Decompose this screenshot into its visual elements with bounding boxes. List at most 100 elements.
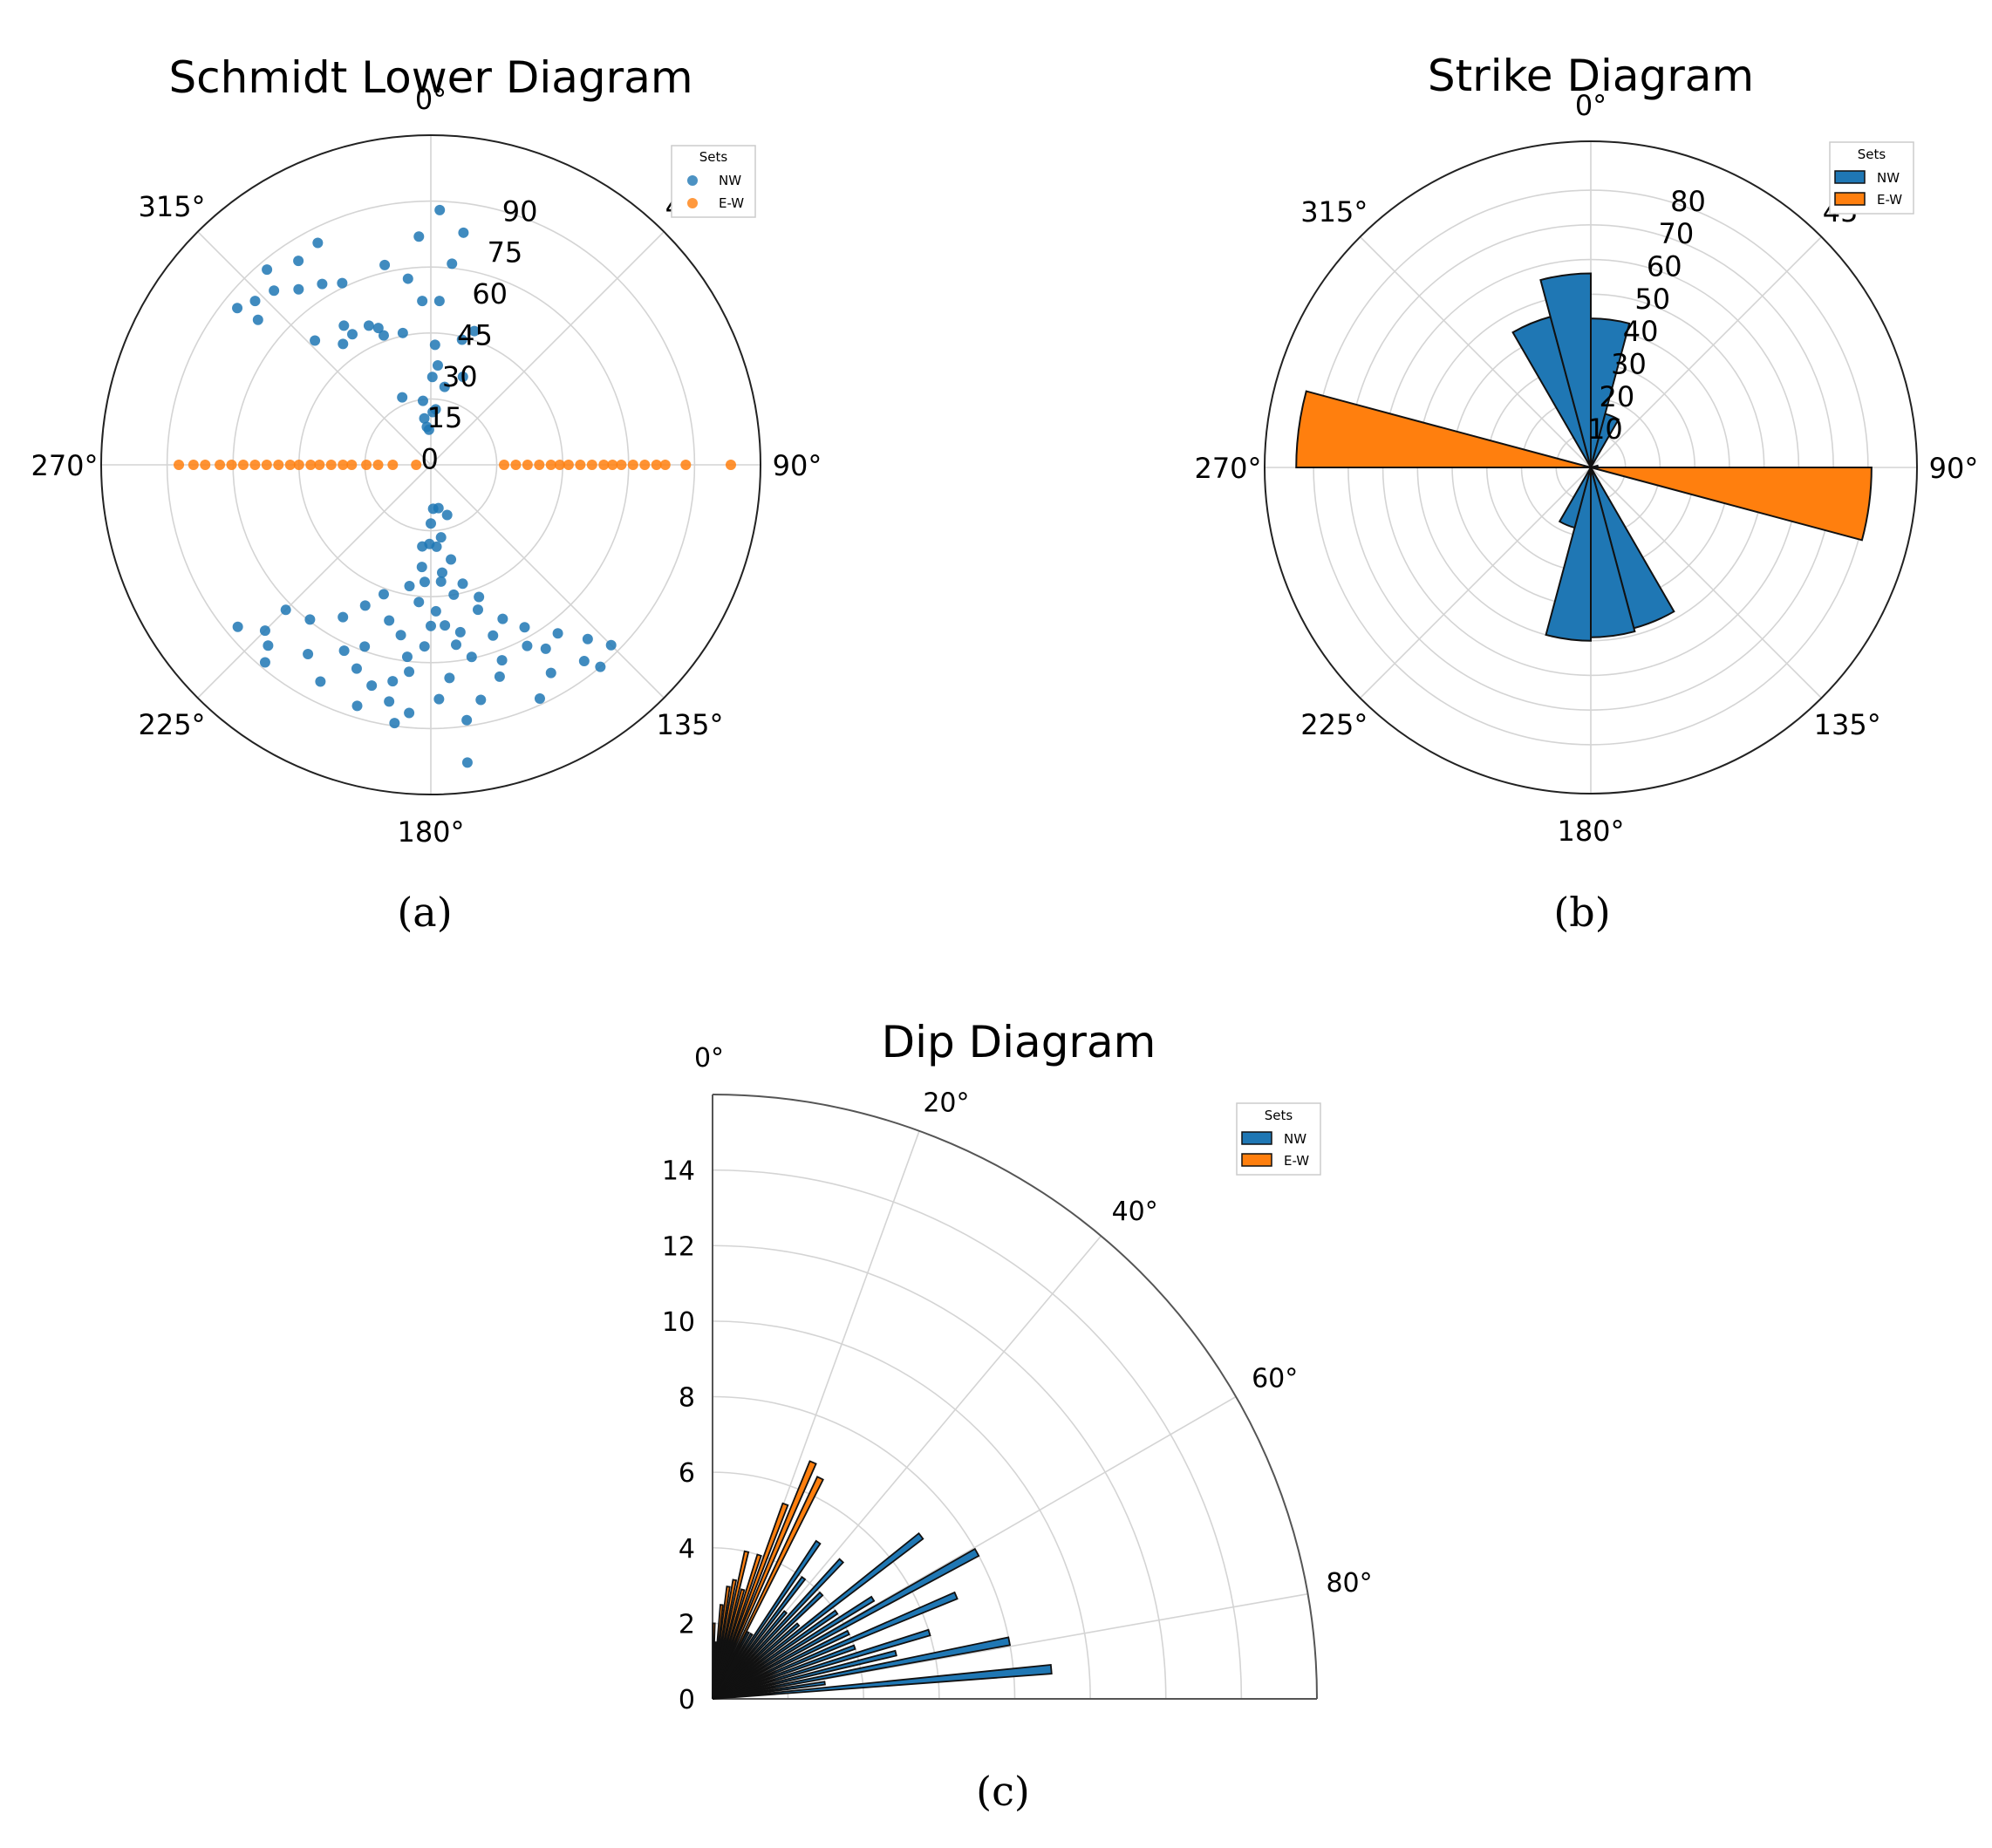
radial-tick-label: 20 <box>1600 380 1635 413</box>
legend-marker-ew <box>687 198 698 208</box>
scatter-point-ew <box>616 460 627 470</box>
scatter-point-ew <box>607 460 618 470</box>
radial-tick-label: 40 <box>1623 315 1659 348</box>
angle-tick-label: 135° <box>1814 708 1881 741</box>
scatter-point-nw <box>447 258 458 269</box>
scatter-point-nw <box>338 320 350 331</box>
grid-spoke <box>1590 235 1823 468</box>
legend-patch-nw <box>1834 170 1866 184</box>
scatter-point-ew <box>387 460 399 470</box>
dip-bar-nw <box>712 1591 958 1700</box>
scatter-point-nw <box>404 580 415 591</box>
panel-b-legend[interactable]: Sets NW E-W <box>1829 141 1914 215</box>
radial-tick-label: 0 <box>679 1685 695 1715</box>
angle-tick-label: 135° <box>656 708 723 741</box>
legend-label-nw: NW <box>1284 1131 1306 1147</box>
scatter-point-nw <box>389 718 400 729</box>
scatter-point-nw <box>419 413 430 424</box>
scatter-point-nw <box>379 259 391 270</box>
scatter-point-ew <box>293 460 304 470</box>
dip-bar-nw <box>712 1539 822 1700</box>
scatter-point-nw <box>338 611 349 623</box>
legend-label-nw: NW <box>1877 170 1900 186</box>
scatter-point-nw <box>312 237 324 249</box>
scatter-point-nw <box>432 360 443 372</box>
dip-bar-nw <box>712 1591 824 1700</box>
scatter-point-nw <box>439 381 450 392</box>
scatter-point-nw <box>384 696 395 707</box>
scatter-point-nw <box>441 509 453 521</box>
scatter-point-ew <box>534 460 545 470</box>
scatter-point-ew <box>627 460 638 470</box>
scatter-point-nw <box>351 663 362 674</box>
scatter-point-ew <box>249 460 261 470</box>
scatter-point-nw <box>446 554 457 565</box>
radial-tick-label: 10 <box>662 1307 695 1338</box>
scatter-point-ew <box>586 460 597 470</box>
scatter-point-nw <box>347 329 358 340</box>
grid-ring <box>712 1471 940 1700</box>
panel-c-legend[interactable]: Sets NW E-W <box>1236 1102 1321 1176</box>
radial-tick-label: 6 <box>679 1458 695 1489</box>
scatter-point-ew <box>598 460 610 470</box>
scatter-point-nw <box>461 714 473 726</box>
scatter-point-nw <box>378 330 389 341</box>
scatter-point-ew <box>261 460 272 470</box>
scatter-point-nw <box>269 285 280 297</box>
panel-c-title: Dip Diagram <box>882 1017 1156 1067</box>
legend-title: Sets <box>1858 147 1886 162</box>
scatter-point-nw <box>435 576 447 587</box>
scatter-point-nw <box>293 283 304 295</box>
radial-tick-label: 75 <box>488 236 523 269</box>
angle-tick-label: 90° <box>1929 452 1979 485</box>
radial-tick-label: 14 <box>662 1156 695 1187</box>
scatter-point-nw <box>496 655 508 666</box>
scatter-point-nw <box>252 314 263 325</box>
scatter-point-nw <box>426 620 436 631</box>
scatter-point-nw <box>457 371 468 382</box>
panel-a-title: Schmidt Lower Diagram <box>168 52 692 103</box>
scatter-point-ew <box>284 460 296 470</box>
scatter-point-ew <box>499 460 509 470</box>
scatter-point-ew <box>554 460 565 470</box>
scatter-point-ew <box>215 460 226 470</box>
legend-label-ew: E-W <box>719 195 744 211</box>
panel-c: Dip Diagram 0 2 4 6 8 10 12 14 0° 20° 40° 60° 80° Se… <box>662 1017 1373 1715</box>
scatter-point-ew <box>563 460 574 470</box>
legend-title: Sets <box>699 149 728 165</box>
rose-bar-nw <box>1558 467 1592 529</box>
scatter-point-nw <box>395 630 406 641</box>
dip-bar-nw <box>712 1632 754 1700</box>
angle-tick-label: 20° <box>923 1088 969 1118</box>
grid-spoke <box>197 231 432 466</box>
dip-bar-nw <box>712 1629 850 1700</box>
grid-spoke <box>197 464 432 699</box>
scatter-point-ew <box>575 460 586 470</box>
scatter-point-nw <box>494 671 505 682</box>
caption-c: (c) <box>976 1768 1030 1815</box>
scatter-point-nw <box>522 640 533 651</box>
scatter-point-nw <box>378 589 389 600</box>
legend-patch-nw <box>1241 1131 1272 1145</box>
dip-bar-ew <box>712 1460 817 1700</box>
scatter-point-ew <box>361 460 372 470</box>
scatter-point-ew <box>372 460 384 470</box>
angle-tick-label: 225° <box>1300 708 1368 741</box>
scatter-point-nw <box>488 630 499 641</box>
scatter-point-nw <box>429 339 440 351</box>
scatter-point-nw <box>454 626 466 638</box>
scatter-point-nw <box>280 604 291 616</box>
scatter-point-nw <box>534 692 545 704</box>
dip-bar-nw <box>712 1622 801 1700</box>
angle-tick-label: 40° <box>1112 1197 1158 1227</box>
dip-bar-nw <box>712 1547 980 1700</box>
scatter-point-nw <box>303 648 314 659</box>
dip-bar-nw <box>712 1663 1053 1700</box>
angle-tick-label: 60° <box>1252 1364 1298 1395</box>
scatter-point-nw <box>440 620 451 631</box>
panel-a-legend[interactable]: Sets NW E-W <box>671 145 756 218</box>
radial-tick-label: 60 <box>472 277 508 310</box>
scatter-point-ew <box>338 460 349 470</box>
dip-bar-nw <box>712 1636 1012 1700</box>
